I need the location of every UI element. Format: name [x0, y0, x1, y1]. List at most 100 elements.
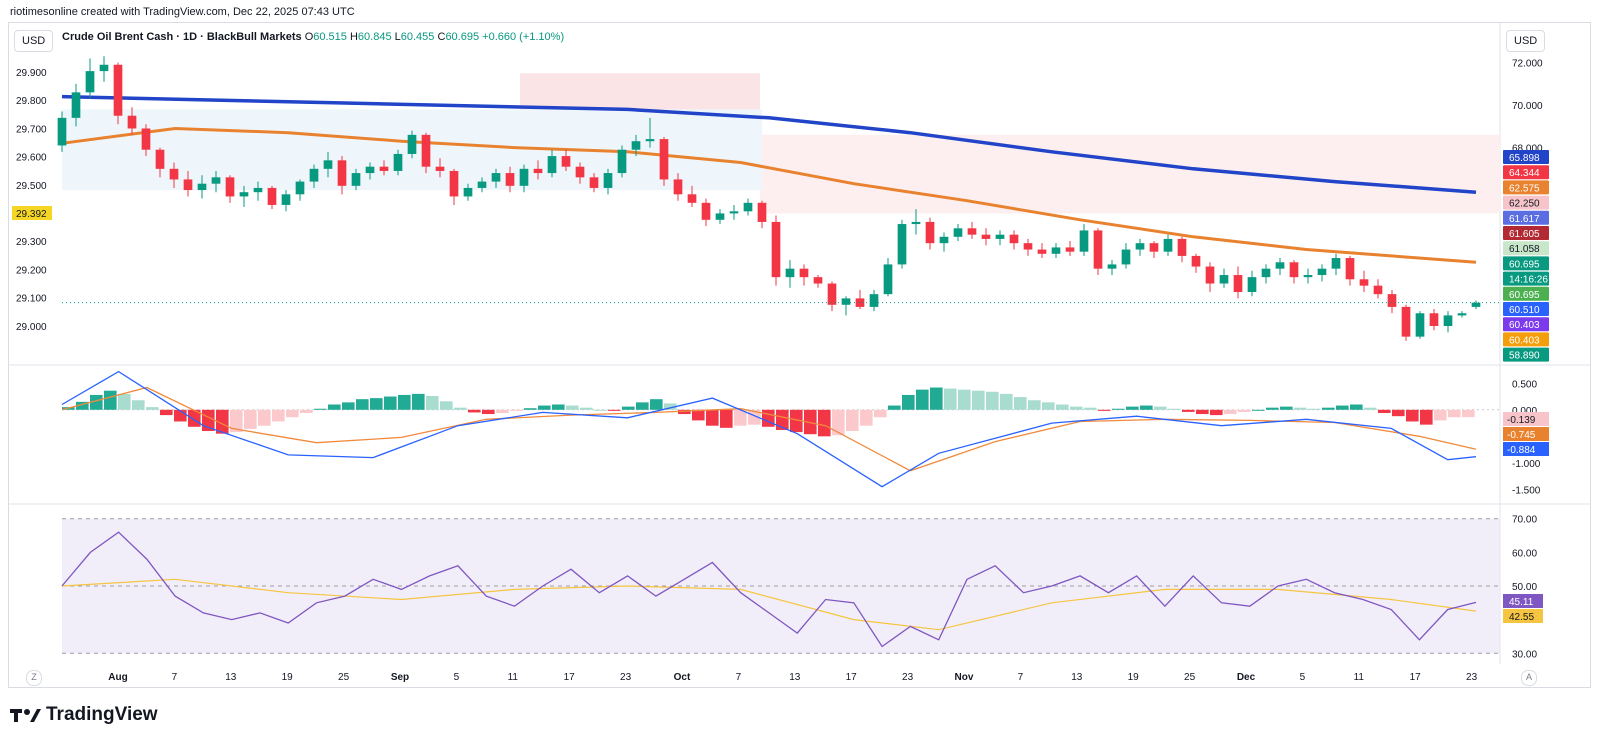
macd-value-badge-label: -0.139	[1507, 415, 1536, 426]
macd-histogram-bar	[1168, 408, 1181, 410]
left-axis-tick-label: 29.100	[16, 294, 47, 305]
candle-body	[589, 177, 599, 188]
macd-histogram-bar	[622, 406, 635, 410]
macd-histogram-bar	[496, 409, 509, 413]
macd-value-badge	[1503, 427, 1549, 441]
candle-body	[1191, 255, 1201, 267]
candle-body	[323, 160, 333, 169]
auto-scale-button[interactable]: A	[1521, 670, 1537, 686]
candle-body	[1415, 313, 1425, 337]
open-label: O	[304, 31, 314, 43]
zoom-toggle-button[interactable]: Z	[26, 670, 42, 686]
candle-body	[547, 156, 557, 174]
x-axis-tick-label: 7	[736, 672, 742, 683]
candle-body	[729, 211, 739, 214]
candle-body	[267, 187, 277, 205]
macd-histogram-bar	[132, 400, 145, 410]
price-badge	[1503, 317, 1549, 332]
change-value: +0.660 (+1.10%)	[482, 31, 565, 43]
price-badge-label: 60.403	[1509, 320, 1540, 331]
candle-body	[1065, 247, 1075, 252]
candle-body	[1177, 238, 1187, 256]
chart-svg[interactable]: 29.900 29.800 29.700 29.600 29.500 29.392 29.3…	[0, 0, 1600, 700]
candle-body	[953, 228, 963, 237]
candle-body	[85, 71, 95, 93]
macd-histogram-bar	[1392, 409, 1405, 417]
macd-histogram-bar	[650, 399, 663, 410]
macd-histogram-bar	[1336, 405, 1349, 410]
symbol-legend[interactable]: Crude Oil Brent Cash · 1D · BlackBull Ma…	[62, 31, 564, 43]
price-badge-label: 61.617	[1509, 214, 1540, 225]
macd-histogram-bar	[832, 409, 845, 436]
price-badge	[1503, 226, 1549, 240]
macd-histogram-bar	[1364, 407, 1377, 410]
price-badge	[1503, 241, 1549, 256]
price-badge	[1503, 195, 1549, 210]
macd-histogram-bar	[1196, 409, 1209, 415]
macd-histogram-bar	[1238, 409, 1251, 412]
price-badge-label: 65.898	[1509, 153, 1540, 164]
x-axis-tick-label: 13	[1071, 672, 1083, 683]
candle-body	[645, 139, 655, 142]
price-badge	[1503, 332, 1549, 347]
macd-histogram-bar	[930, 387, 943, 410]
x-axis-tick-label: 17	[564, 672, 576, 683]
candle-body	[1275, 262, 1285, 269]
candle-body	[253, 187, 263, 193]
macd-histogram-bar	[1280, 406, 1293, 410]
currency-right-button[interactable]: USD	[1506, 30, 1546, 52]
candle-body	[911, 221, 921, 225]
price-badge	[1503, 210, 1549, 225]
macd-histogram-bar	[692, 409, 705, 421]
ma-long-line	[61, 94, 1477, 194]
candle-body	[211, 177, 221, 184]
macd-histogram-bar	[160, 409, 173, 416]
candle-body	[771, 221, 781, 278]
candle-body	[421, 134, 431, 167]
candle-body	[351, 173, 361, 186]
x-axis-tick-label: 5	[454, 672, 460, 683]
candle-body	[925, 221, 935, 244]
x-axis-tick-label: Aug	[108, 672, 127, 683]
left-axis-tick-label: 29.000	[16, 322, 47, 333]
candle-body	[183, 179, 193, 191]
candle-body	[1107, 264, 1117, 269]
macd-histogram-bar	[426, 396, 439, 410]
macd-histogram-bar	[1042, 402, 1055, 410]
x-axis-tick-label: 19	[282, 672, 294, 683]
left-axis-tick-label: 29.600	[16, 153, 47, 164]
macd-histogram-bar	[762, 409, 775, 427]
macd-histogram-bar	[216, 409, 229, 434]
candle-body	[1023, 243, 1033, 250]
candle-body	[99, 64, 109, 72]
macd-axis-tick-label: -1.000	[1512, 459, 1541, 470]
price-badge	[1503, 286, 1549, 301]
macd-histogram-bar	[734, 409, 747, 426]
macd-histogram-bar	[552, 404, 565, 410]
macd-histogram-bar	[1252, 409, 1265, 411]
macd-histogram-bar	[1056, 404, 1069, 410]
currency-left-button[interactable]: USD	[14, 30, 54, 52]
macd-axis-tick-label: -1.500	[1512, 485, 1541, 496]
cloud-band	[760, 134, 1500, 214]
macd-histogram-bar	[1084, 407, 1097, 410]
macd-histogram-bar	[314, 408, 327, 410]
x-axis-tick-label: 17	[1410, 672, 1422, 683]
x-axis-tick-label: 11	[508, 672, 519, 683]
attribution-text: riotimesonline created with TradingView.…	[10, 6, 355, 18]
price-badge-label: 60.403	[1509, 335, 1540, 346]
macd-histogram-bar	[1224, 409, 1237, 415]
macd-histogram-bar	[706, 409, 719, 426]
candle-body	[1051, 247, 1061, 254]
candle-body	[561, 156, 571, 167]
right-axis-tick-label: 70.000	[1512, 101, 1543, 112]
macd-histogram-bar	[720, 409, 733, 428]
x-axis-tick-label: 25	[338, 672, 350, 683]
candle-body	[1429, 313, 1439, 327]
candle-body	[897, 224, 907, 265]
candle-body	[1093, 230, 1103, 269]
macd-histogram-bar	[370, 398, 383, 410]
candle-body	[1135, 243, 1145, 250]
right-axis-tick-label: 68.000	[1512, 144, 1543, 155]
candle-body	[673, 179, 683, 195]
